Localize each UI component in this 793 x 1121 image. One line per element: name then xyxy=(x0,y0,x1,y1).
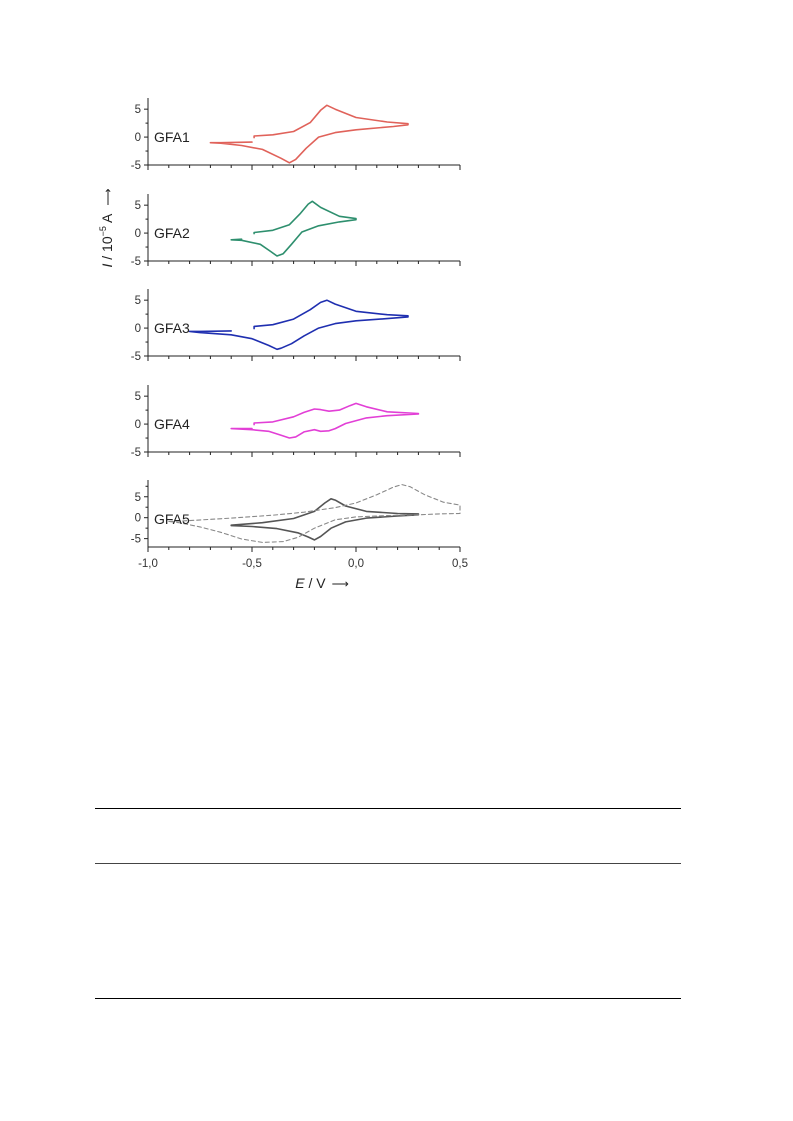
cv-curve xyxy=(230,498,420,541)
panel-label: GFA3 xyxy=(154,320,190,336)
panel-gfa3: 5 0 -5 GFA3 xyxy=(131,289,461,363)
x-axis-label: E / V ⟶ xyxy=(295,575,349,591)
y-tick-label: -5 xyxy=(131,160,141,172)
panel-label: GFA2 xyxy=(154,225,190,241)
y-tick-label: 5 xyxy=(135,295,141,307)
y-tick-label: -5 xyxy=(131,534,141,546)
axis-labels: I / 10−5 A⟶ E / V ⟶ xyxy=(98,188,349,591)
y-tick-label: 5 xyxy=(135,200,141,212)
panel-label: GFA4 xyxy=(154,416,190,432)
y-tick-label: 0 xyxy=(135,513,141,525)
y-tick-label: 0 xyxy=(135,419,141,431)
table-top-rule xyxy=(95,808,681,810)
cv-curve xyxy=(230,200,357,257)
panel-gfa1: 5 0 -5 GFA1 xyxy=(131,98,461,172)
y-tick-label: 5 xyxy=(135,492,141,504)
y-tick-label: -5 xyxy=(131,447,141,459)
table-bottom-rule xyxy=(95,998,681,1000)
panel-label: GFA5 xyxy=(154,511,190,527)
y-tick-label: 0 xyxy=(135,228,141,240)
chart-panels: 5 0 -5 GFA1 5 0 -5 GFA2 5 0 -5 GFA3 5 0 -5 GFA4 5 0 -5 GFA5… xyxy=(131,98,468,570)
cv-curve xyxy=(209,104,409,164)
y-tick-label: 0 xyxy=(135,132,141,144)
y-axis-label: I / 10−5 A⟶ xyxy=(98,188,115,267)
x-tick-label: -1,0 xyxy=(138,558,158,570)
x-tick-label: 0,0 xyxy=(348,558,364,570)
cv-curve-dashed xyxy=(168,484,461,543)
y-tick-label: 0 xyxy=(135,323,141,335)
x-tick-label: 0,5 xyxy=(452,558,468,570)
cv-curve xyxy=(188,299,409,351)
y-tick-label: -5 xyxy=(131,351,141,363)
cv-curve xyxy=(230,402,420,439)
panel-label: GFA1 xyxy=(154,129,190,145)
y-tick-label: -5 xyxy=(131,256,141,268)
y-tick-label: 5 xyxy=(135,391,141,403)
x-tick-label: -0,5 xyxy=(242,558,262,570)
y-tick-label: 5 xyxy=(135,104,141,116)
table-header-rule xyxy=(95,863,681,864)
panel-gfa5: 5 0 -5 GFA5 -1,0 -0,5 0,0 0,5 xyxy=(131,480,468,570)
panel-gfa2: 5 0 -5 GFA2 xyxy=(131,194,461,268)
panel-gfa4: 5 0 -5 GFA4 xyxy=(131,385,461,459)
